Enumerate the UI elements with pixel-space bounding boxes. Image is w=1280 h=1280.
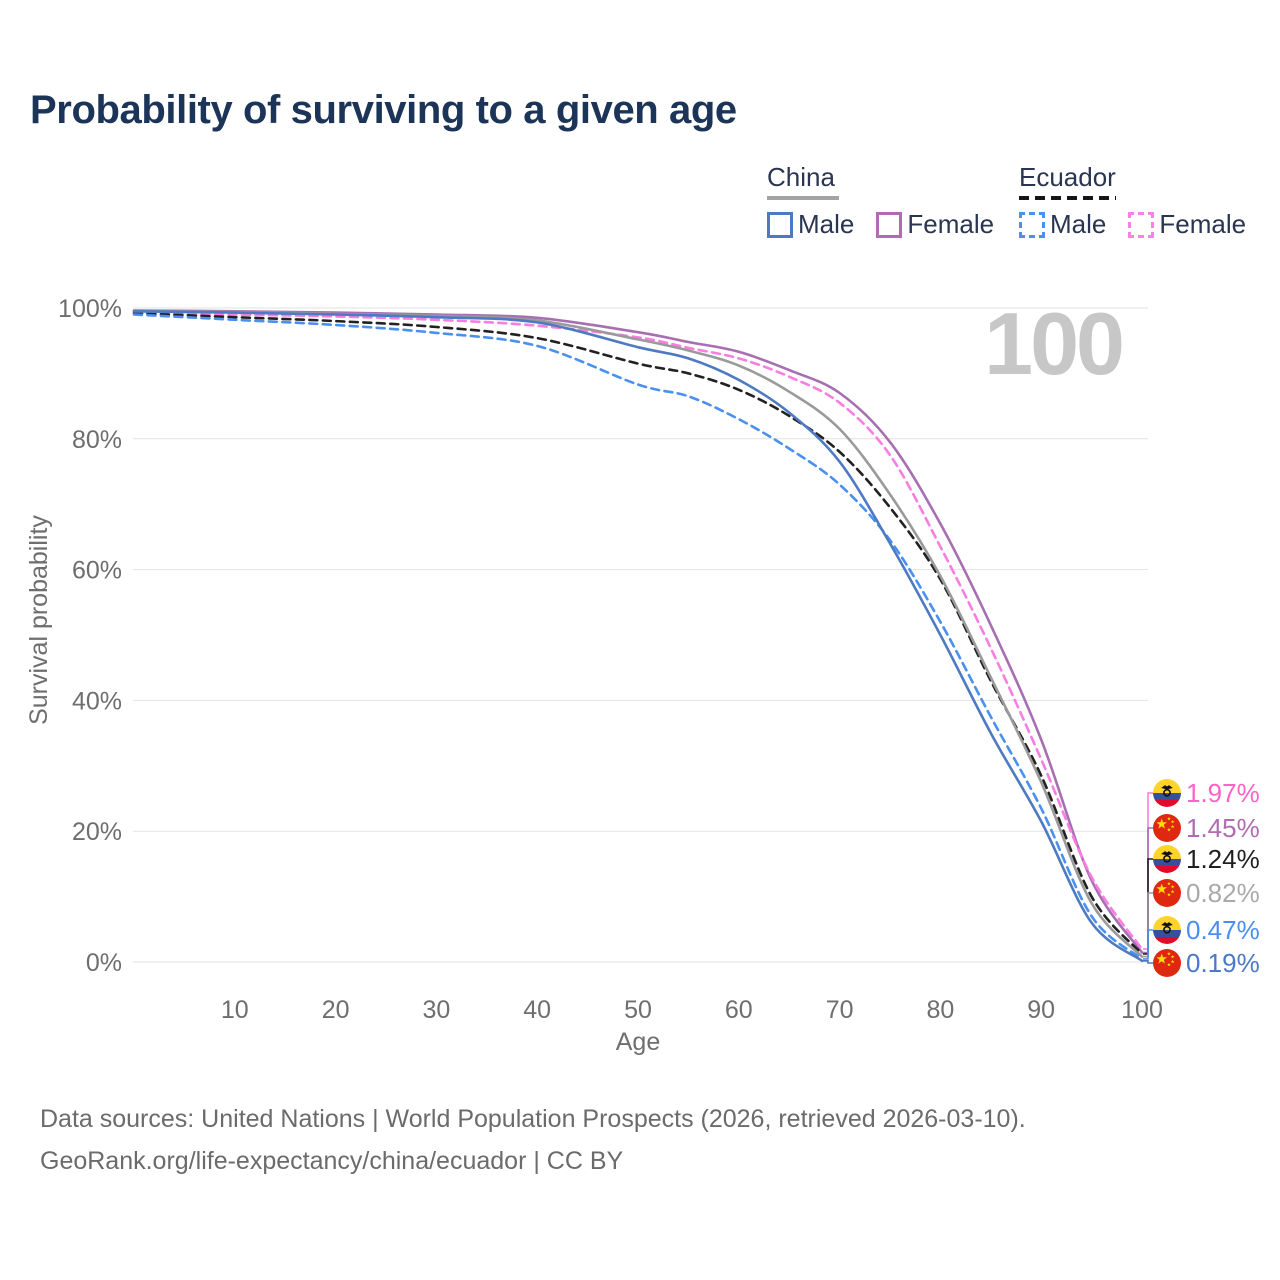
series-line-ecuador[interactable] xyxy=(132,311,1144,956)
star-glyph xyxy=(1167,816,1171,821)
end-label-china[interactable]: 0.82% xyxy=(1153,878,1260,908)
star-glyph xyxy=(1167,962,1171,967)
end-label-ecuador[interactable]: 1.24% xyxy=(1153,844,1260,874)
legend-swatch-china-female xyxy=(876,211,903,238)
y-axis-label: Survival probability xyxy=(25,515,53,725)
china-flag-icon xyxy=(1153,879,1181,907)
y-tick-0%: 0% xyxy=(86,949,122,977)
chart-title: Probability of surviving to a given age xyxy=(30,88,737,132)
china-flag-icon xyxy=(1153,949,1181,977)
ecuador-flag-icon xyxy=(1153,845,1181,873)
end-connector-china xyxy=(1143,892,1153,958)
x-tick-50: 50 xyxy=(624,996,652,1024)
series-line-ecuador-male[interactable] xyxy=(132,313,1144,961)
star-glyph xyxy=(1167,827,1171,832)
star-glyph xyxy=(1170,889,1175,894)
legend-swatch-ecuador-female xyxy=(1128,211,1155,238)
legend-item-china-male[interactable]: Male xyxy=(767,209,854,240)
star-glyph xyxy=(1156,953,1167,964)
legend-group-china-label[interactable]: China xyxy=(767,162,835,192)
legend-china-underline xyxy=(767,196,839,200)
end-connector-ecuador-male xyxy=(1143,929,1153,960)
x-tick-100: 100 xyxy=(1121,996,1163,1024)
y-tick-40%: 40% xyxy=(72,687,122,715)
legend-item-china-female[interactable]: Female xyxy=(876,209,994,240)
x-tick-10: 10 xyxy=(221,996,249,1024)
star-glyph xyxy=(1167,892,1171,897)
star-glyph xyxy=(1170,959,1175,964)
y-tick-80%: 80% xyxy=(72,426,122,454)
end-label-value: 1.45% xyxy=(1186,813,1260,843)
end-label-value: 0.19% xyxy=(1186,948,1260,978)
star-glyph xyxy=(1170,819,1175,824)
china-flag-icon xyxy=(1153,814,1181,842)
legend-item-label: Female xyxy=(907,209,995,239)
star-glyph xyxy=(1156,818,1167,829)
y-tick-100%: 100% xyxy=(58,295,122,323)
y-tick-60%: 60% xyxy=(72,557,122,585)
x-tick-90: 90 xyxy=(1027,996,1055,1024)
legend-ecuador-underline xyxy=(1019,196,1116,200)
x-tick-70: 70 xyxy=(826,996,854,1024)
end-label-value: 0.47% xyxy=(1186,915,1260,945)
x-tick-80: 80 xyxy=(926,996,954,1024)
end-label-value: 1.97% xyxy=(1186,778,1260,808)
watermark-age-100: 100 xyxy=(984,294,1122,393)
x-tick-20: 20 xyxy=(322,996,350,1024)
series-line-china-male[interactable] xyxy=(132,310,1144,963)
legend-item-label: Male xyxy=(1050,209,1107,239)
x-tick-60: 60 xyxy=(725,996,753,1024)
legend-group-ecuador: Ecuador Male Female xyxy=(1019,162,1246,240)
end-label-china-female[interactable]: 1.45% xyxy=(1153,813,1260,843)
end-label-value: 0.82% xyxy=(1186,878,1260,908)
star-glyph xyxy=(1156,883,1167,894)
legend-item-label: Female xyxy=(1159,209,1247,239)
series-line-china-female[interactable] xyxy=(132,309,1144,954)
x-tick-30: 30 xyxy=(422,996,450,1024)
end-label-china-male[interactable]: 0.19% xyxy=(1153,948,1260,978)
ecuador-flag-icon xyxy=(1153,916,1181,944)
footer-attribution: GeoRank.org/life-expectancy/china/ecuado… xyxy=(40,1147,624,1175)
star-glyph xyxy=(1167,881,1171,886)
footer-data-sources: Data sources: United Nations | World Pop… xyxy=(40,1105,1026,1133)
star-glyph xyxy=(1170,884,1175,889)
x-axis-label: Age xyxy=(616,1028,660,1056)
series-line-china[interactable] xyxy=(132,310,1144,958)
star-glyph xyxy=(1167,951,1171,956)
footer: Data sources: United Nations | World Pop… xyxy=(40,1098,1026,1182)
end-connector-china-male xyxy=(1143,959,1153,964)
legend-group-china: China Male Female xyxy=(767,162,994,240)
end-label-value: 1.24% xyxy=(1186,844,1260,874)
series-line-ecuador-female[interactable] xyxy=(132,311,1144,951)
legend-group-ecuador-label[interactable]: Ecuador xyxy=(1019,162,1116,192)
star-glyph xyxy=(1170,954,1175,959)
ecuador-flag-icon xyxy=(1153,779,1181,807)
y-tick-20%: 20% xyxy=(72,818,122,846)
x-tick-40: 40 xyxy=(523,996,551,1024)
legend-item-label: Male xyxy=(798,209,855,239)
end-label-ecuador-female[interactable]: 1.97% xyxy=(1153,778,1260,808)
star-glyph xyxy=(1170,824,1175,829)
legend-item-ecuador-male[interactable]: Male xyxy=(1019,209,1106,240)
end-label-ecuador-male[interactable]: 0.47% xyxy=(1153,915,1260,945)
legend-swatch-china-male xyxy=(767,211,793,238)
legend-swatch-ecuador-male xyxy=(1019,211,1045,238)
legend-item-ecuador-female[interactable]: Female xyxy=(1128,209,1246,240)
